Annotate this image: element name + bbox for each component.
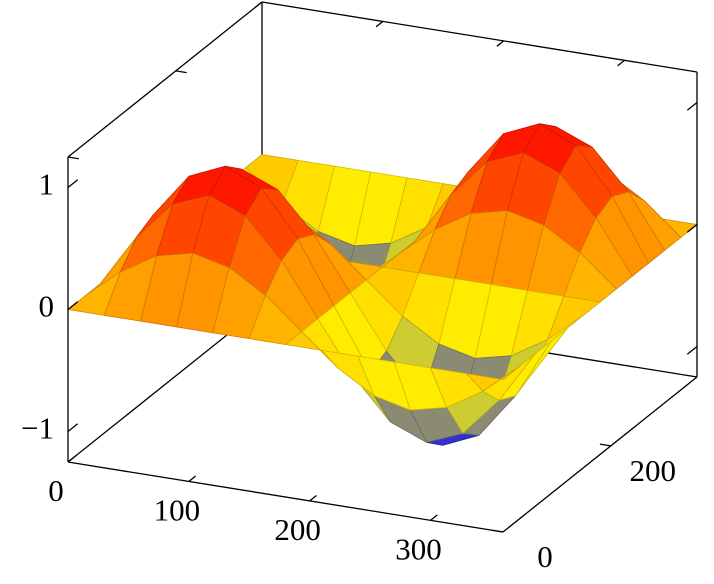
x-tick bbox=[188, 475, 197, 482]
x-tick bbox=[430, 514, 438, 521]
z-tick bbox=[67, 423, 79, 433]
x-tick bbox=[375, 20, 384, 28]
x-tick bbox=[617, 59, 625, 67]
y-tick bbox=[67, 156, 79, 160]
box-edge bbox=[502, 376, 698, 533]
z-tick bbox=[686, 345, 698, 355]
z-tick bbox=[686, 101, 698, 111]
x-tick-label: 0 bbox=[48, 473, 64, 508]
y-tick bbox=[175, 70, 187, 74]
x-tick bbox=[496, 40, 505, 47]
box-edge bbox=[261, 1, 698, 73]
z-tick-label: 0 bbox=[39, 289, 55, 324]
z-tick-label: −1 bbox=[21, 411, 54, 446]
x-tick-label: 200 bbox=[274, 512, 321, 547]
x-tick bbox=[309, 494, 317, 502]
z-tick bbox=[67, 179, 79, 189]
z-tick bbox=[67, 301, 79, 311]
x-tick bbox=[254, 1, 263, 8]
z-tick bbox=[686, 223, 698, 233]
x-tick bbox=[67, 456, 76, 463]
x-tick-label: 100 bbox=[154, 493, 201, 528]
surface-face bbox=[466, 366, 520, 392]
y-tick bbox=[492, 529, 504, 533]
y-tick bbox=[599, 443, 611, 447]
z-tick-label: 1 bbox=[39, 167, 55, 202]
y-tick-label: 0 bbox=[537, 539, 553, 574]
box-edge bbox=[67, 1, 263, 158]
y-tick-label: 200 bbox=[630, 453, 677, 488]
x-tick-label: 300 bbox=[395, 531, 442, 566]
